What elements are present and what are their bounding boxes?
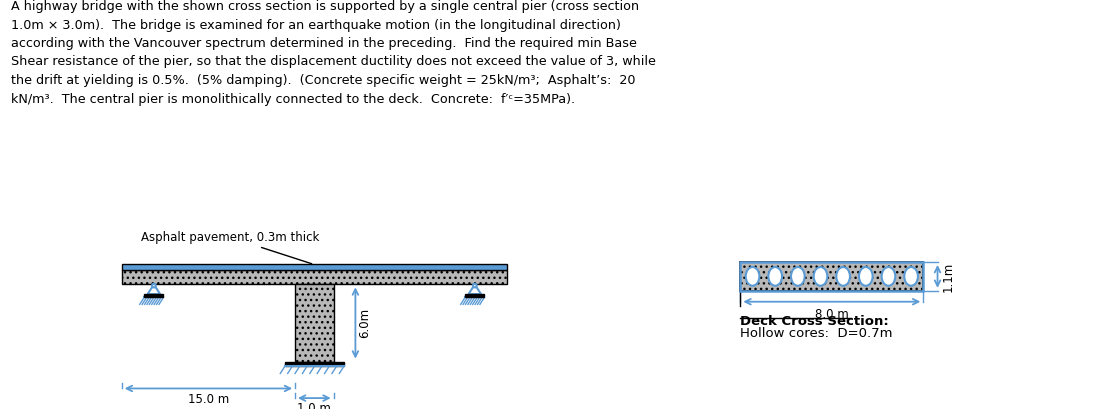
Text: 8.0 m: 8.0 m	[815, 308, 848, 321]
Ellipse shape	[905, 267, 918, 286]
Ellipse shape	[769, 267, 782, 286]
Polygon shape	[469, 285, 481, 294]
Text: 6.0m: 6.0m	[358, 308, 372, 338]
Text: 1.1m: 1.1m	[941, 261, 954, 292]
Ellipse shape	[745, 267, 760, 286]
Circle shape	[152, 284, 156, 288]
Text: Hollow cores:  D=0.7m: Hollow cores: D=0.7m	[740, 327, 893, 340]
Bar	[295, 285, 334, 362]
Bar	[144, 294, 164, 297]
Bar	[122, 270, 507, 285]
Text: 1.0 m: 1.0 m	[298, 402, 332, 409]
Ellipse shape	[791, 267, 805, 286]
Circle shape	[473, 284, 477, 288]
Ellipse shape	[881, 267, 895, 286]
Bar	[122, 264, 507, 270]
Text: 15.0 m: 15.0 m	[188, 393, 229, 406]
Text: Deck Cross Section:: Deck Cross Section:	[740, 315, 889, 328]
Text: A highway bridge with the shown cross section is supported by a single central p: A highway bridge with the shown cross se…	[11, 0, 656, 106]
Bar	[740, 262, 924, 291]
Ellipse shape	[814, 267, 827, 286]
Bar	[285, 362, 344, 366]
Ellipse shape	[836, 267, 851, 286]
Bar	[466, 294, 484, 297]
Bar	[740, 262, 924, 291]
Polygon shape	[147, 285, 160, 294]
Ellipse shape	[859, 267, 873, 286]
Text: Asphalt pavement, 0.3m thick: Asphalt pavement, 0.3m thick	[142, 231, 320, 264]
